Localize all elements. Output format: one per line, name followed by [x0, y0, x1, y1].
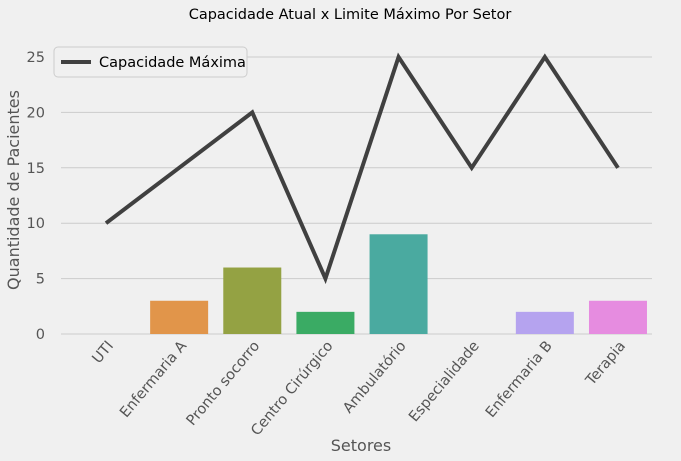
bar-enfermaria-b [515, 311, 574, 334]
y-tick-labels: 0 5 10 15 20 25 [27, 50, 45, 343]
y-tick-label: 25 [27, 50, 45, 66]
bar-enfermaria-a [150, 300, 209, 334]
bars [150, 234, 647, 334]
capacity-line-path [104, 52, 620, 285]
y-tick-label: 0 [36, 327, 45, 343]
bar-centro-cir-rgico [296, 311, 355, 334]
legend-label: Capacidade Máxima [99, 55, 246, 71]
bar-pronto-socorro [223, 267, 282, 334]
legend-box [53, 46, 248, 78]
bar-ambulat-rio [369, 234, 428, 334]
x-axis-label: Setores [331, 436, 391, 455]
y-tick-label: 5 [36, 272, 45, 288]
bar-terapia [588, 300, 647, 334]
y-axis-label: Quantidade de Pacientes [4, 90, 23, 290]
legend: Capacidade Máxima [53, 46, 248, 78]
y-tick-label: 20 [27, 105, 45, 121]
chart-title: Capacidade Atual x Limite Máximo Por Set… [189, 7, 512, 23]
y-tick-label: 10 [27, 216, 45, 232]
capacity-line [104, 52, 620, 285]
y-tick-label: 15 [27, 161, 45, 177]
